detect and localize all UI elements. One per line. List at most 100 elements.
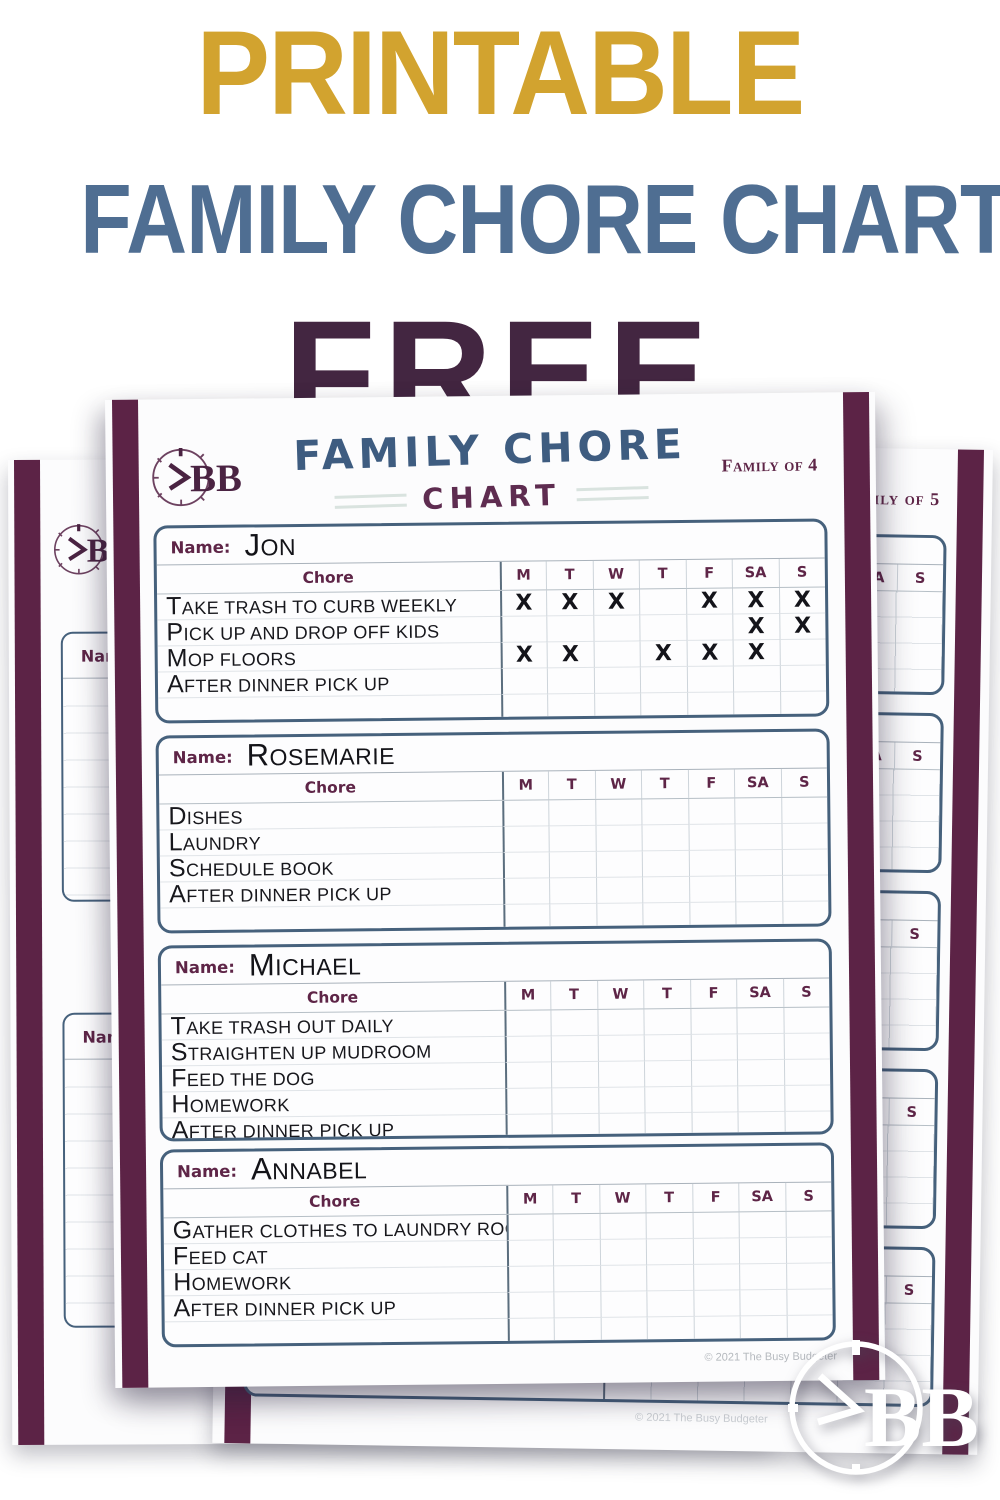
day-cell [597,1061,645,1088]
day-cell [600,1317,647,1348]
day-cell [780,823,828,850]
day-cell [739,1289,787,1317]
day-cell [599,1291,647,1318]
day-head: M [501,771,549,800]
day-cell [503,1010,551,1037]
name-value: Michael [248,947,362,983]
name-label: Name: [174,957,235,978]
chore-label: Gather clothes to laundry room [163,1214,507,1245]
day-head: S [780,768,828,797]
day-cell [507,1318,554,1348]
day-cell [685,614,733,641]
day-cell [547,693,594,724]
day-cell [595,851,643,878]
svg-text:BB: BB [190,457,242,501]
day-cell [639,588,686,616]
day-cell [642,876,689,904]
day-head: F [687,769,735,798]
day-cell [594,825,642,852]
chore-label: Straighten up mudroom [161,1036,505,1067]
front-sheet-accent-bar-left [111,399,149,1388]
day-cell [785,1263,833,1290]
headline-family-chore-charts-text: FAMILY CHORE CHARTS [80,164,1000,274]
day-cell [594,799,642,826]
chore-section-rosemarie: Name: Rosemarie Chore M T W T F SA S Dis… [155,728,832,934]
day-head: W [596,980,644,1009]
day-cell [780,797,828,824]
day-cell [690,1112,738,1139]
day-cell [783,1033,830,1060]
day-head: S [885,1276,933,1306]
day-cell: X [732,613,780,641]
chore-label: After dinner pick up [157,668,501,699]
day-head: SA [736,978,783,1008]
day-cell [690,1034,737,1061]
chore-column-head: Chore [302,568,354,587]
day-cell [597,1087,645,1114]
right-sheet-accent-bar-right [942,449,985,1455]
day-cell [783,1059,831,1086]
day-cell [593,693,641,724]
day-cell [595,903,643,934]
day-cell [553,1291,601,1319]
day-cell [598,1113,645,1140]
day-cell [504,1036,551,1063]
day-cell [506,1292,554,1319]
day-head: W [598,1184,646,1213]
day-cell [644,1086,691,1114]
day-cell [783,1085,831,1112]
chore-label: After dinner pick up [160,878,503,909]
chore-label: After dinner pick up [164,1292,508,1323]
day-cell [642,902,690,934]
name-label: Name: [176,1161,238,1182]
chore-label: Take trash out daily [161,1010,505,1041]
svg-text:BB: BB [864,1369,979,1465]
day-cell [739,1263,786,1291]
day-cell [686,692,734,724]
chore-label: Dishes [159,800,502,831]
day-cell [645,1212,693,1240]
day-head: M [499,561,547,590]
day-head: T [550,980,597,1010]
chore-label: Feed the dog [161,1062,505,1093]
day-cell [546,615,594,643]
day-cell [736,1033,784,1061]
day-cell: X [499,590,547,617]
front-sheet: BB FAMILY CHORE CHART Family of 4 Name: … [105,391,886,1388]
day-cell [690,1086,738,1113]
chore-label: Mop floors [157,642,501,673]
day-cell [506,1214,553,1241]
day-cell [501,800,549,827]
day-head: W [594,770,642,799]
day-cell [737,1111,785,1139]
day-cell [692,1290,740,1317]
day-cell [692,1264,740,1291]
day-head: F [685,559,732,588]
day-cell [500,668,548,695]
day-cell [735,875,782,903]
day-cell [734,797,781,825]
chore-label: Laundry [159,826,503,857]
chore-label: Take trash to curb weekly [157,590,500,621]
day-head: T [552,1184,600,1214]
chore-section-jon: Name: Jon Chore M T W T F SA S Take tras… [153,518,830,724]
day-cell [692,1212,739,1239]
day-cell [735,901,783,934]
day-cell: X [546,641,594,669]
day-cell [690,1060,738,1087]
day-cell [593,641,640,668]
day-head: T [645,1183,693,1213]
day-cell [504,1062,552,1089]
day-cell [646,1316,694,1348]
day-head: SA [738,1182,786,1212]
day-head: SA [733,768,781,798]
day-cell [506,1240,554,1267]
day-cell [596,1009,644,1036]
day-head: F [689,979,737,1008]
day-cell: X [685,588,733,615]
day-cell [692,1238,740,1265]
day-cell [783,1111,831,1138]
name-label: Name: [172,747,233,768]
title-decoration-right [576,485,650,501]
day-cell [641,798,688,826]
